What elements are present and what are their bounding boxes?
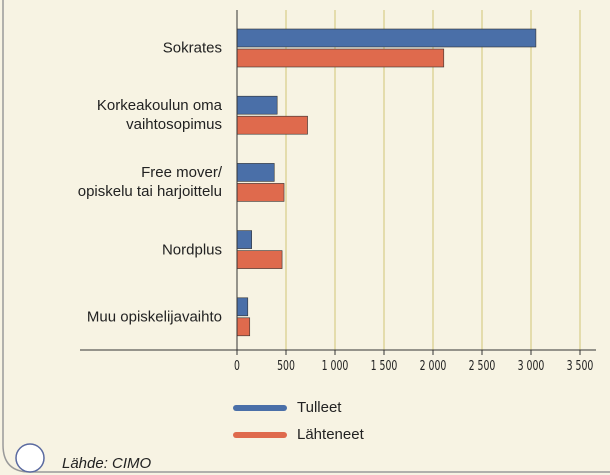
source-icon	[15, 443, 45, 473]
category-label: Muu opiskelijavaihto	[86, 308, 222, 326]
x-tick-label: 2 500	[469, 358, 496, 373]
source: Lähde: CIMO	[62, 455, 152, 472]
bar	[236, 28, 537, 48]
bar	[236, 230, 252, 249]
x-tick-label: 1 000	[322, 358, 349, 373]
bars	[236, 28, 537, 337]
legend: Tulleet Lähteneet	[233, 399, 365, 443]
x-tick-label: 500	[277, 358, 295, 373]
x-tick-label: 2 000	[420, 358, 447, 373]
bar	[236, 48, 445, 68]
category-label: Korkeakoulun oma vaihtosopimus	[96, 97, 222, 134]
legend-label: Tulleet	[297, 399, 342, 416]
category-label: Free mover/ opiskelu tai harjoittelu	[77, 164, 222, 201]
category-label: Nordplus	[161, 241, 222, 259]
x-tick-label: 0	[234, 358, 240, 373]
bar	[236, 115, 308, 135]
bar	[236, 163, 275, 182]
bar	[236, 183, 285, 202]
bar	[236, 250, 283, 269]
category-label: Sokrates	[162, 39, 222, 57]
bar	[236, 317, 251, 337]
x-tick-label: 3 500	[567, 358, 594, 373]
legend-label: Lähteneet	[297, 426, 365, 443]
bar	[236, 297, 249, 317]
bar	[236, 95, 278, 115]
x-tick-label: 1 500	[371, 358, 398, 373]
x-tick-label: 3 000	[518, 358, 545, 373]
